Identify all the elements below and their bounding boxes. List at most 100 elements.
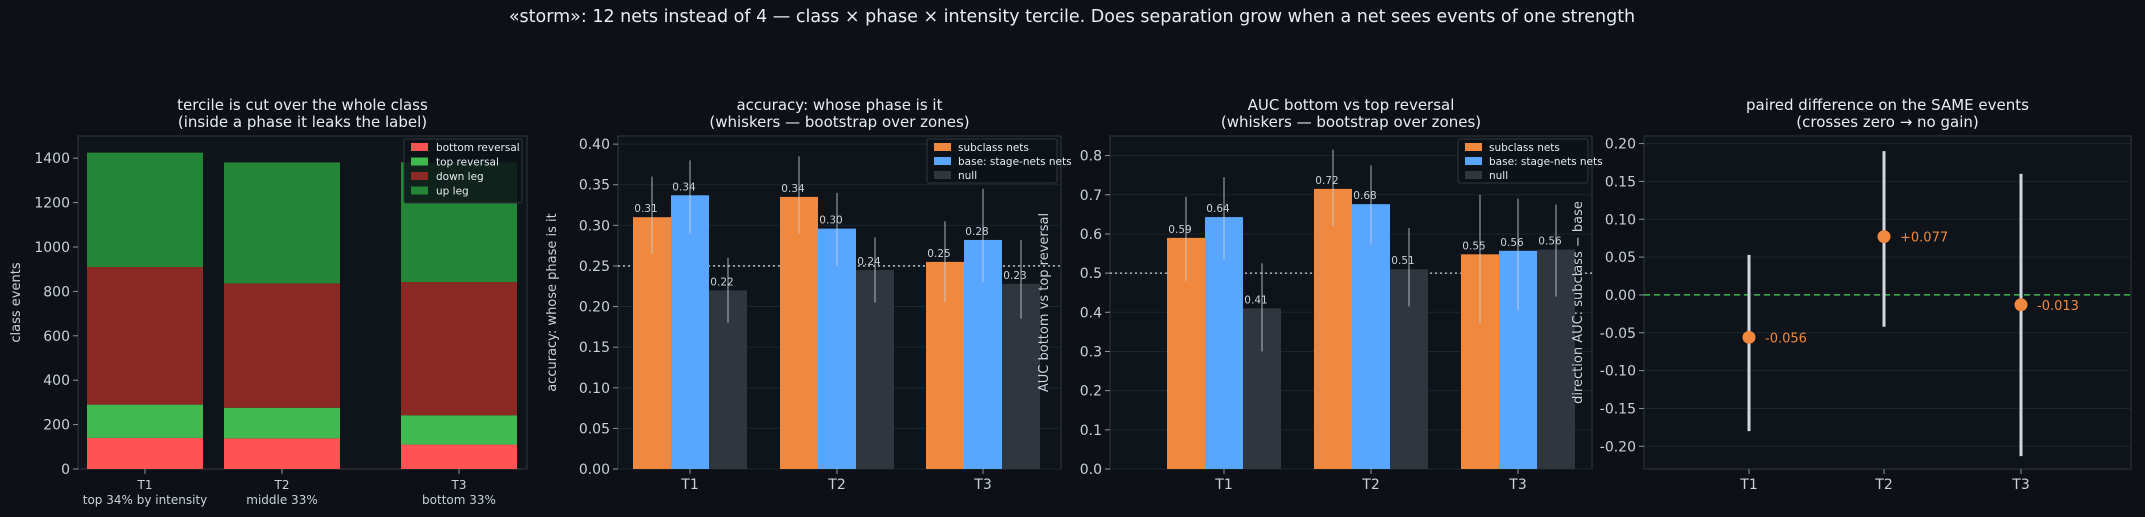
y-tick-label: 0.4 (1080, 305, 1102, 321)
panel-subtitle: (whiskers — bootstrap over zones) (1221, 113, 1481, 131)
panel-subtitle: (crosses zero → no gain) (1796, 113, 1978, 131)
legend: subclass nets base: stage-nets nets null (1457, 138, 1603, 184)
y-tick-label: 1400 (34, 151, 70, 167)
bar-value-label: 0.51 (1391, 255, 1414, 267)
panel-2: accuracy: whose phase is it(whiskers — b… (545, 96, 1072, 493)
panel-subtitle: (inside a phase it leaks the label) (178, 113, 427, 131)
y-axis-label: accuracy: whose phase is it (545, 213, 560, 392)
bar-segment (87, 266, 203, 405)
point-value-label: -0.056 (1765, 331, 1807, 346)
x-tick-label: T3 (973, 477, 991, 493)
bar-value-label: 0.23 (1003, 270, 1026, 282)
x-tick-label: T1 (137, 478, 153, 492)
bar-value-label: 0.56 (1500, 237, 1524, 249)
bar (633, 217, 671, 469)
y-tick-label: 0.00 (579, 462, 610, 478)
bar (1352, 204, 1390, 469)
x-tick-label: T1 (1214, 477, 1232, 493)
legend-swatch (411, 186, 428, 195)
legend-swatch (1465, 171, 1482, 179)
y-tick-label: 0.20 (1605, 137, 1636, 153)
panel-title: accuracy: whose phase is it (736, 96, 942, 114)
y-tick-label: 0.8 (1080, 149, 1102, 165)
point-value-label: +0.077 (1900, 231, 1948, 246)
bar-value-label: 0.24 (857, 256, 881, 268)
x-tick-label: T2 (827, 477, 845, 493)
legend-swatch (934, 171, 951, 179)
legend-swatch (934, 157, 951, 165)
bar-segment (224, 407, 340, 439)
y-tick-label: 0.6 (1080, 227, 1102, 243)
bar-segment (87, 437, 203, 469)
panel-title: AUC bottom vs top reversal (1248, 96, 1455, 114)
legend-box (403, 138, 523, 204)
legend-label: base: stage-nets nets (1489, 156, 1603, 168)
y-tick-label: 0.40 (579, 137, 610, 153)
y-tick-label: 0.5 (1080, 266, 1102, 282)
y-axis-label: direction AUC: subclass − base (1571, 201, 1586, 404)
figure-suptitle: «storm»: 12 nets instead of 4 — class × … (509, 7, 1635, 27)
y-tick-label: 0.05 (579, 421, 610, 437)
y-tick-label: 1200 (34, 196, 70, 212)
y-tick-label: -0.05 (1600, 326, 1636, 342)
y-tick-label: -0.20 (1600, 439, 1636, 455)
panel-subtitle: (whiskers — bootstrap over zones) (709, 113, 969, 131)
y-tick-label: 0 (61, 462, 70, 478)
legend-label: top reversal (436, 157, 499, 169)
legend-label: up leg (436, 186, 469, 198)
bar-value-label: 0.34 (672, 181, 696, 193)
plot-area (1643, 135, 2132, 470)
data-point (1877, 230, 1891, 244)
legend: subclass nets base: stage-nets nets null (926, 138, 1072, 184)
y-tick-label: 0.15 (579, 340, 610, 356)
bar-segment (224, 438, 340, 469)
x-tick-sublabel: top 34% by intensity (83, 493, 208, 507)
bar-value-label: 0.25 (927, 248, 950, 260)
panel-title: tercile is cut over the whole class (177, 96, 428, 114)
x-tick-label: T1 (1739, 477, 1757, 493)
y-tick-label: 0.25 (579, 259, 610, 275)
legend-label: null (1489, 170, 1508, 182)
y-tick-label: 0.05 (1605, 250, 1636, 266)
x-tick-label: T2 (1874, 477, 1892, 493)
x-tick-label: T1 (680, 477, 698, 493)
data-point (1742, 330, 1756, 344)
legend-label: subclass nets (1489, 142, 1560, 154)
y-axis-label: AUC bottom vs top reversal (1037, 213, 1052, 392)
bar-value-label: 0.59 (1168, 224, 1191, 236)
y-tick-label: 800 (43, 284, 70, 300)
x-tick-label: T3 (451, 478, 467, 492)
bar (780, 196, 818, 470)
y-tick-label: 0.2 (1080, 384, 1102, 400)
legend-swatch (1465, 157, 1482, 165)
bar (818, 228, 856, 469)
legend: bottom reversal top reversal down leg up le… (403, 138, 523, 204)
bar-segment (87, 152, 203, 267)
y-tick-label: 0.10 (579, 381, 610, 397)
bar (671, 195, 709, 470)
y-tick-label: -0.10 (1600, 364, 1636, 380)
bar-segment (401, 444, 517, 469)
legend-box (926, 138, 1058, 184)
x-tick-label: T3 (1508, 477, 1526, 493)
bar (856, 270, 894, 469)
y-tick-label: 0.00 (1605, 288, 1636, 304)
x-tick-sublabel: middle 33% (246, 493, 317, 507)
legend-label: null (958, 170, 977, 182)
x-tick-label: T2 (274, 478, 290, 492)
bar-segment (87, 404, 203, 438)
y-tick-label: 0.3 (1080, 344, 1102, 360)
x-tick-label: T3 (2011, 477, 2029, 493)
y-tick-label: 0.20 (579, 300, 610, 316)
y-tick-label: 600 (43, 329, 70, 345)
y-tick-label: 0.0 (1080, 462, 1102, 478)
bar-value-label: 0.30 (819, 215, 842, 227)
panel-4: paired difference on the SAME events(cro… (1571, 96, 2132, 493)
legend-swatch (411, 157, 428, 166)
bar-value-label: 0.28 (965, 226, 988, 238)
bar-segment (224, 162, 340, 284)
bar-value-label: 0.68 (1353, 190, 1376, 202)
bar-value-label: 0.41 (1244, 294, 1267, 306)
y-tick-label: 0.1 (1080, 423, 1102, 439)
x-tick-sublabel: bottom 33% (422, 493, 496, 507)
